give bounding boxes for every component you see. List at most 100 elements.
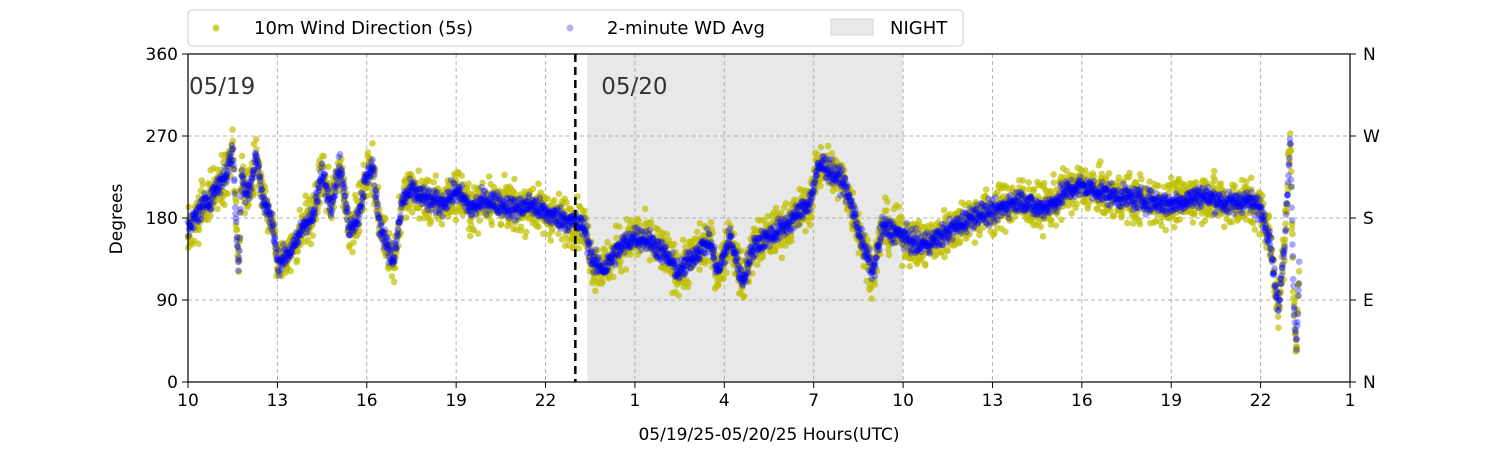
data-point: [669, 249, 677, 256]
data-point: [330, 197, 337, 205]
data-point: [535, 180, 542, 187]
data-point: [1040, 179, 1048, 187]
data-point: [314, 209, 321, 216]
data-point: [355, 221, 363, 228]
data-point: [723, 269, 730, 277]
data-point: [707, 219, 715, 226]
data-point: [517, 223, 525, 231]
data-point: [1275, 324, 1282, 332]
data-point: [364, 149, 372, 156]
data-point: [899, 262, 906, 270]
data-point: [583, 222, 590, 230]
data-point: [1126, 169, 1133, 177]
data-point: [350, 239, 357, 246]
data-point: [185, 203, 192, 211]
data-point: [224, 190, 231, 197]
data-point: [395, 242, 402, 250]
data-point: [1176, 216, 1184, 223]
data-point: [1105, 170, 1113, 177]
data-point: [235, 258, 243, 265]
data-point: [1274, 313, 1282, 321]
data-point: [229, 126, 236, 133]
data-point: [1282, 220, 1289, 228]
data-point: [895, 203, 903, 210]
data-point: [458, 172, 466, 179]
data-point: [195, 226, 203, 234]
data-point: [214, 205, 221, 213]
data-point: [646, 226, 654, 234]
data-point: [247, 184, 255, 192]
data-point: [225, 162, 233, 169]
data-point: [338, 170, 346, 177]
data-point: [373, 191, 381, 198]
data-point: [427, 217, 435, 225]
data-point: [1247, 174, 1255, 182]
data-point: [940, 206, 948, 214]
data-point: [223, 177, 231, 184]
data-point: [227, 173, 234, 180]
data-point: [230, 166, 238, 173]
data-point: [510, 189, 518, 196]
data-point: [1221, 223, 1228, 230]
data-point: [360, 193, 367, 200]
data-point: [216, 190, 224, 197]
data-point: [871, 281, 878, 289]
data-point: [1138, 175, 1145, 183]
data-point: [207, 206, 215, 213]
data-point: [270, 221, 277, 229]
data-point: [391, 254, 399, 262]
data-point: [806, 221, 814, 229]
data-point: [522, 228, 530, 236]
data-point: [316, 199, 324, 207]
data-point: [388, 273, 396, 280]
data-point: [356, 227, 363, 235]
data-point: [622, 266, 630, 273]
data-point: [271, 228, 279, 236]
data-point: [338, 170, 346, 177]
data-point: [341, 184, 349, 191]
data-point: [529, 185, 537, 192]
data-point: [581, 207, 588, 215]
data-point: [663, 230, 671, 238]
data-point: [232, 198, 240, 206]
data-point: [324, 185, 331, 193]
data-point: [241, 210, 248, 217]
data-point: [195, 240, 202, 248]
data-point: [745, 269, 752, 277]
data-point: [734, 254, 741, 262]
data-point: [1251, 226, 1259, 233]
data-point: [359, 205, 367, 212]
data-point: [275, 272, 283, 279]
data-point: [235, 256, 243, 264]
data-point: [1189, 219, 1197, 226]
data-point: [374, 183, 382, 191]
data-point: [612, 261, 619, 268]
data-point: [239, 163, 247, 170]
data-point: [557, 204, 565, 211]
data-point: [1048, 216, 1055, 224]
data-point: [231, 189, 239, 196]
data-point: [1231, 182, 1239, 190]
data-point: [397, 229, 405, 236]
data-point: [906, 263, 913, 270]
data-point: [221, 201, 228, 208]
data-point: [754, 261, 761, 269]
data-point: [366, 154, 374, 162]
data-point: [255, 163, 263, 170]
data-point: [884, 198, 891, 206]
data-point: [369, 140, 376, 147]
data-point: [217, 166, 225, 174]
data-point: [808, 214, 815, 222]
data-point: [1291, 298, 1298, 305]
data-point: [1217, 180, 1225, 187]
data-point: [233, 218, 240, 226]
data-point: [525, 191, 533, 199]
data-point: [354, 212, 361, 219]
data-point: [824, 142, 832, 150]
data-point: [230, 165, 238, 173]
data-point: [675, 292, 682, 299]
data-point: [452, 216, 460, 224]
data-point: [394, 226, 402, 233]
data-point: [253, 145, 260, 153]
data-point: [199, 181, 206, 188]
